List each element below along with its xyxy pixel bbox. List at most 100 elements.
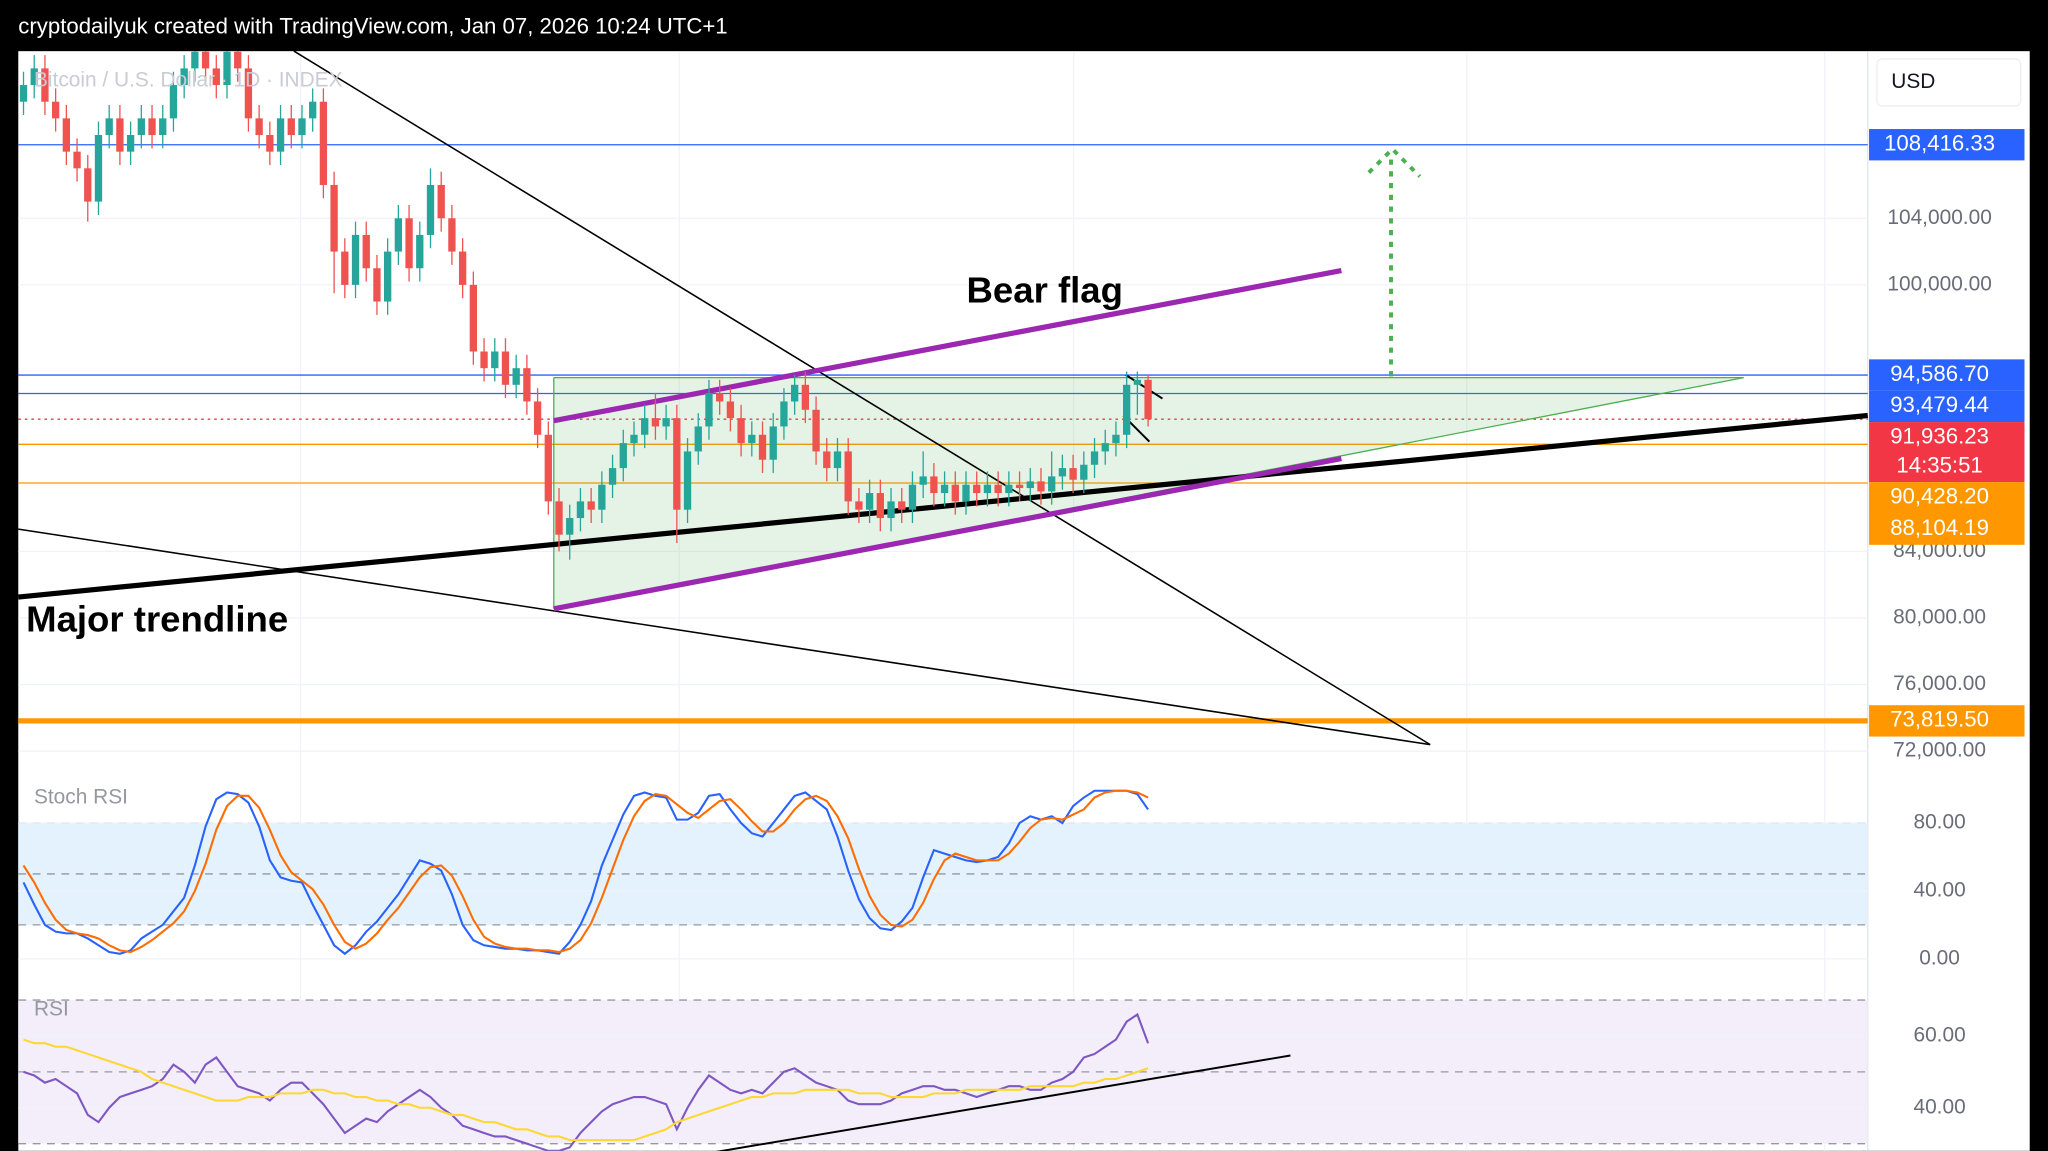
candle-body — [480, 351, 488, 369]
vertical-grid — [299, 51, 1826, 1151]
candle-body — [1090, 451, 1099, 465]
candle-body — [491, 351, 499, 369]
countdown: 14:35:51 — [1896, 452, 1982, 477]
candle-body — [630, 434, 638, 444]
symbol-legend: Bitcoin / U.S. Dollar · 1D · INDEX — [34, 69, 343, 92]
candle-body — [1101, 443, 1109, 452]
candle-body — [1144, 379, 1152, 420]
candle-body — [266, 135, 274, 152]
candle-body — [30, 68, 38, 86]
pane-title: RSI — [34, 997, 69, 1020]
candle-body — [1058, 468, 1067, 477]
candle-body — [844, 451, 852, 502]
candle-body — [662, 418, 670, 427]
candle-body — [51, 101, 60, 119]
y-tick-label: 40.00 — [1913, 1095, 1965, 1118]
candle-body — [201, 51, 210, 69]
header-text: cryptodailyuk created with TradingView.c… — [18, 13, 727, 38]
y-tick-label: 76,000.00 — [1893, 672, 1986, 695]
candle-body — [716, 393, 724, 402]
candle-body — [533, 401, 542, 435]
candle-body — [940, 484, 949, 494]
candle-body — [384, 251, 392, 302]
candle-body — [790, 384, 799, 402]
candle-body — [544, 434, 552, 502]
candle-body — [1080, 464, 1088, 480]
candle-body — [898, 501, 906, 510]
lines — [22, 789, 1149, 956]
candle-body — [855, 501, 863, 510]
candle-body — [908, 484, 917, 510]
candle-body — [651, 418, 660, 427]
candle-body — [737, 418, 745, 444]
candle-body — [512, 368, 520, 385]
candle-body — [705, 393, 713, 427]
candle-body — [994, 484, 1002, 494]
y-tick-label: 80.00 — [1913, 811, 1965, 834]
price-label: 108,416.33 — [1884, 131, 1995, 156]
candle-body — [780, 401, 788, 427]
candle-body — [1069, 468, 1077, 480]
candle-body — [416, 234, 424, 269]
candle-body — [19, 85, 28, 102]
price-label-box — [1869, 482, 2025, 514]
candle-body — [448, 218, 456, 252]
candle-body — [116, 118, 124, 152]
candle-body — [973, 484, 981, 494]
lines — [23, 1012, 1150, 1151]
candle-body — [351, 234, 360, 285]
candle-body — [180, 68, 188, 86]
price-label: 88,104.19 — [1890, 515, 1989, 540]
candle-body — [983, 484, 992, 494]
annotation: Major trendline — [26, 599, 288, 640]
candle-body — [62, 118, 71, 152]
candle-body — [84, 168, 92, 202]
candle-body — [255, 118, 263, 136]
y-tick-label: 40.00 — [1913, 878, 1965, 901]
y-tick-label: 0.00 — [1919, 946, 1960, 969]
candle-body — [373, 268, 381, 302]
price-label: 94,586.70 — [1890, 361, 1989, 386]
candle-body — [769, 426, 777, 460]
chart-area — [18, 51, 2030, 1151]
candle-body — [94, 135, 103, 202]
candle-body — [566, 518, 574, 535]
candle-body — [598, 484, 606, 510]
candle-body — [394, 218, 403, 252]
candle-body — [148, 118, 156, 136]
currency-box[interactable] — [1876, 58, 2022, 107]
candle-body — [159, 118, 167, 136]
candle-body — [298, 118, 306, 136]
candle-body — [683, 451, 692, 510]
candle-body — [1005, 484, 1013, 494]
candle-body — [555, 501, 563, 535]
y-tick-label: 100,000.00 — [1887, 272, 1991, 295]
price-label: 93,479.44 — [1890, 392, 1989, 417]
candle-body — [309, 101, 317, 119]
candle-body — [951, 484, 959, 502]
pane-title: Stoch RSI — [34, 786, 128, 809]
candle-body — [1015, 484, 1024, 489]
candle-body — [244, 68, 253, 119]
candle-body — [341, 251, 349, 285]
y-tick-label: 72,000.00 — [1893, 739, 1986, 762]
price-label-box — [1869, 129, 2025, 161]
candle-body — [458, 251, 467, 285]
y-tick-label: 80,000.00 — [1893, 605, 1986, 628]
candle-body — [234, 51, 242, 69]
currency[interactable]: USD — [1891, 70, 1935, 93]
price-label-box — [1869, 390, 2025, 423]
candle-body — [1123, 384, 1131, 435]
candle-body — [865, 493, 874, 510]
drawings — [18, 50, 1869, 1151]
candle-body — [276, 118, 285, 152]
price-label: 91,936.23 — [1890, 424, 1989, 449]
candle-body — [694, 426, 702, 452]
candle-body — [758, 434, 767, 460]
candle-body — [641, 418, 649, 435]
candle-body — [1037, 481, 1045, 492]
candle-body — [576, 501, 585, 519]
candle-body — [823, 451, 831, 469]
